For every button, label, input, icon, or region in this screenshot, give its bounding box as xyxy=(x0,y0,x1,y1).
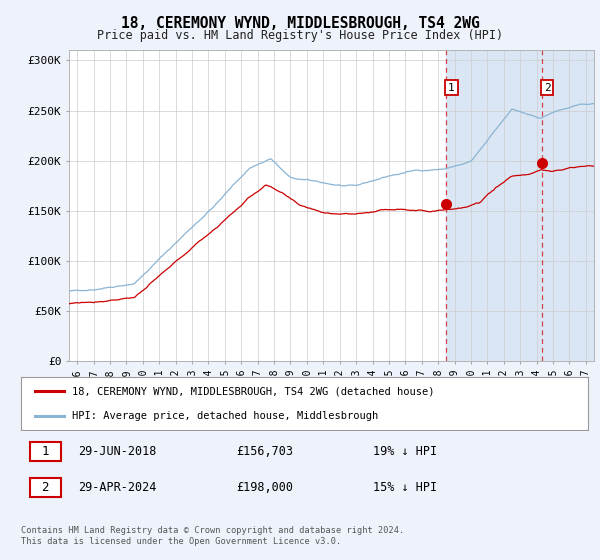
Text: 1: 1 xyxy=(448,82,455,92)
Bar xyxy=(446,50,542,361)
Text: 2: 2 xyxy=(544,82,550,92)
Text: 1: 1 xyxy=(41,445,49,458)
Text: 15% ↓ HPI: 15% ↓ HPI xyxy=(373,481,437,494)
Text: 19% ↓ HPI: 19% ↓ HPI xyxy=(373,445,437,458)
Text: 18, CEREMONY WYND, MIDDLESBROUGH, TS4 2WG: 18, CEREMONY WYND, MIDDLESBROUGH, TS4 2W… xyxy=(121,16,479,31)
Text: Contains HM Land Registry data © Crown copyright and database right 2024.
This d: Contains HM Land Registry data © Crown c… xyxy=(21,526,404,546)
Text: 29-APR-2024: 29-APR-2024 xyxy=(78,481,156,494)
Text: 29-JUN-2018: 29-JUN-2018 xyxy=(78,445,156,458)
Text: HPI: Average price, detached house, Middlesbrough: HPI: Average price, detached house, Midd… xyxy=(72,410,378,421)
FancyBboxPatch shape xyxy=(29,478,61,497)
Text: Price paid vs. HM Land Registry's House Price Index (HPI): Price paid vs. HM Land Registry's House … xyxy=(97,29,503,42)
Text: £156,703: £156,703 xyxy=(236,445,293,458)
Text: 2: 2 xyxy=(41,481,49,494)
FancyBboxPatch shape xyxy=(29,442,61,461)
Bar xyxy=(542,50,594,361)
Text: 18, CEREMONY WYND, MIDDLESBROUGH, TS4 2WG (detached house): 18, CEREMONY WYND, MIDDLESBROUGH, TS4 2W… xyxy=(72,386,434,396)
Text: £198,000: £198,000 xyxy=(236,481,293,494)
